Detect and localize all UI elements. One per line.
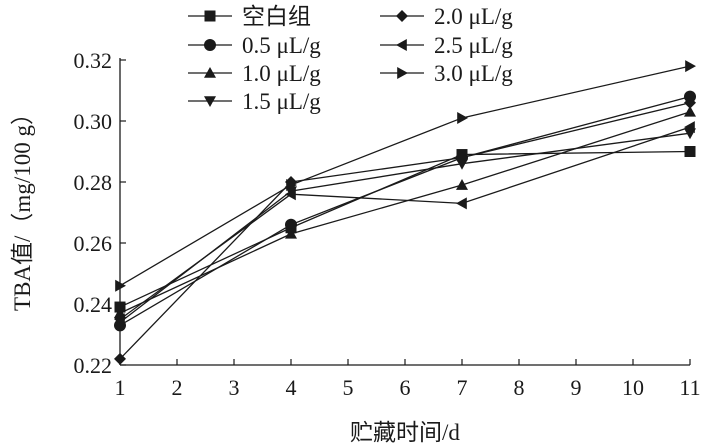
data-point-marker: [114, 352, 126, 365]
x-tick-label: 3: [229, 375, 240, 400]
y-tick-label: 0.30: [74, 109, 113, 134]
legend-swatch-marker: [396, 10, 408, 22]
legend-swatch-marker: [397, 67, 408, 79]
x-tick-label: 11: [679, 375, 700, 400]
x-tick-label: 4: [286, 375, 297, 400]
data-point-marker: [286, 179, 297, 192]
legend-item: 1.5 μL/g: [188, 89, 321, 114]
series-line: [119, 95, 691, 326]
x-tick-label: 5: [343, 375, 354, 400]
series-2: [114, 90, 696, 332]
y-tick-label: 0.28: [74, 170, 113, 195]
legend-item: 2.0 μL/g: [380, 4, 513, 29]
x-tick-label: 2: [172, 375, 183, 400]
series-6: [114, 121, 695, 326]
y-axis-label: TBA值/（mg/100 g）: [10, 102, 35, 311]
data-point-marker: [684, 90, 696, 103]
chart-axes: 1 2 3 4 5 6 7 8 9 10 11 0.22 0.24 0.26 0.28 0.30 0.32: [74, 48, 701, 400]
legend-swatch-marker: [396, 39, 407, 51]
y-tick-label: 0.22: [74, 353, 113, 378]
series-1: [114, 146, 696, 313]
x-axis-label: 贮藏时间/d: [350, 420, 460, 445]
x-tick-label: 8: [514, 375, 525, 400]
series-line: [119, 126, 691, 320]
x-tick-label: 1: [115, 375, 126, 400]
legend-swatch-marker: [204, 96, 216, 107]
data-point-marker: [456, 197, 467, 210]
series-line: [119, 102, 691, 360]
legend-item: 3.0 μL/g: [380, 61, 513, 86]
legend-label: 0.5 μL/g: [242, 33, 321, 58]
series-line: [119, 111, 691, 314]
x-tick-label: 6: [400, 375, 411, 400]
y-tick-label: 0.26: [74, 231, 113, 256]
data-point-marker: [285, 218, 297, 231]
x-tick-label: 9: [571, 375, 582, 400]
data-point-marker: [684, 146, 696, 157]
legend-swatch-marker: [204, 39, 216, 51]
series-3: [114, 105, 696, 318]
legend-item: 2.5 μL/g: [380, 33, 513, 58]
series-layer: [114, 60, 696, 365]
legend-item: 0.5 μL/g: [188, 33, 321, 58]
data-point-marker: [456, 151, 468, 164]
data-point-marker: [685, 60, 696, 73]
series-line: [119, 150, 691, 308]
y-tick-label: 0.32: [74, 48, 113, 73]
legend-label: 1.5 μL/g: [242, 89, 321, 114]
legend-label: 3.0 μL/g: [434, 61, 513, 86]
series-4: [114, 128, 696, 329]
data-point-marker: [114, 301, 126, 313]
data-point-marker: [115, 279, 126, 292]
data-point-marker: [456, 179, 468, 190]
y-tick-label: 0.24: [74, 292, 113, 317]
x-tick-label: 7: [457, 375, 468, 400]
series-line: [119, 132, 691, 323]
data-point-marker: [684, 105, 696, 117]
data-point-marker: [114, 313, 125, 326]
data-point-marker: [457, 111, 468, 124]
series-7: [115, 60, 696, 292]
legend-item: 空白组: [188, 4, 311, 29]
legend-label: 2.0 μL/g: [434, 4, 513, 29]
legend-label: 2.5 μL/g: [434, 33, 513, 58]
x-tick-label: 10: [622, 375, 644, 400]
chart-legend: 空白组 0.5 μL/g 1.0 μL/g 1.5 μL/g 2.0 μL/g 2.5 μ…: [188, 4, 513, 114]
legend-label: 空白组: [242, 4, 311, 29]
legend-item: 1.0 μL/g: [188, 61, 321, 86]
data-point-marker: [285, 188, 296, 201]
series-line: [119, 65, 691, 287]
data-point-marker: [684, 121, 695, 134]
data-point-marker: [285, 227, 297, 239]
legend-swatch-marker: [204, 10, 216, 22]
legend-label: 1.0 μL/g: [242, 61, 321, 86]
series-5: [114, 96, 696, 365]
legend-swatch-marker: [204, 67, 216, 78]
data-point-marker: [684, 96, 696, 109]
data-point-marker: [456, 158, 468, 170]
